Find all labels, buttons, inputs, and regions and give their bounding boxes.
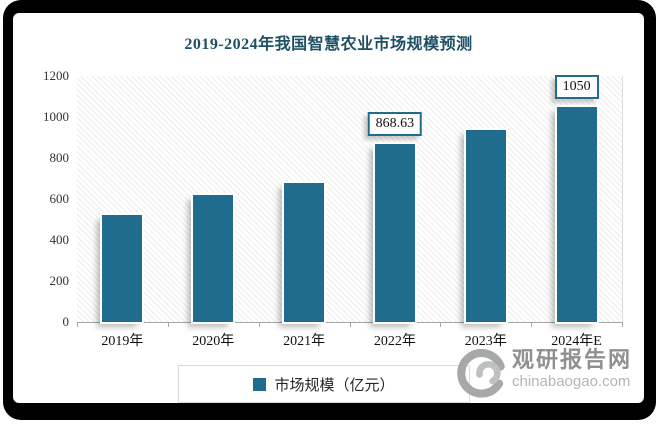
x-axis-label: 2022年 — [373, 334, 416, 349]
chart-title: 2019-2024年我国智慧农业市场规模预测 — [184, 36, 473, 53]
x-axis-line — [77, 322, 623, 323]
legend-marker-square — [253, 377, 267, 391]
x-axis-tick — [167, 323, 169, 327]
y-axis-tick-label: 0 — [62, 314, 70, 329]
bar — [372, 141, 417, 324]
bar — [463, 128, 508, 324]
bar-data-label: 868.63 — [367, 111, 423, 136]
y-axis-tick-label: 400 — [49, 232, 70, 247]
legend: 市场规模（亿元） — [178, 365, 470, 403]
x-axis-tick — [622, 323, 623, 327]
y-axis-tick-label: 800 — [49, 150, 70, 165]
x-axis-tick — [349, 323, 351, 327]
x-axis-label: 2023年 — [464, 334, 507, 349]
y-axis-tick-label: 600 — [49, 191, 70, 206]
bar — [554, 104, 599, 325]
legend-label: 市场规模（亿元） — [274, 377, 395, 394]
y-axis-tick-label: 1200 — [43, 68, 69, 83]
watermark-name: 观研报告网 — [512, 347, 633, 372]
bar — [100, 213, 145, 324]
watermark: 观研报告网 chinabaogao.com — [456, 347, 641, 399]
bar-data-label: 1050 — [554, 74, 599, 99]
x-axis-tick — [77, 323, 78, 327]
plot-area — [77, 76, 623, 322]
watermark-domain: chinabaogao.com — [512, 373, 631, 390]
bar — [282, 180, 327, 324]
x-axis-label: 2020年 — [192, 334, 235, 349]
bar — [191, 192, 236, 324]
watermark-text: 观研报告网 chinabaogao.com — [512, 347, 632, 391]
chart-content: 2019-2024年我国智慧农业市场规模预测 868.63 1050 0 200 40… — [13, 13, 644, 403]
x-axis-tick — [440, 323, 442, 327]
x-axis-label: 2019年 — [101, 334, 144, 349]
y-axis-tick-label: 200 — [49, 273, 70, 288]
x-axis-label: 2021年 — [283, 334, 326, 349]
y-axis-tick-label: 1000 — [43, 109, 69, 124]
x-axis-label: 2024年E — [551, 334, 602, 349]
x-axis-tick — [258, 323, 260, 327]
x-axis-tick — [531, 323, 533, 327]
